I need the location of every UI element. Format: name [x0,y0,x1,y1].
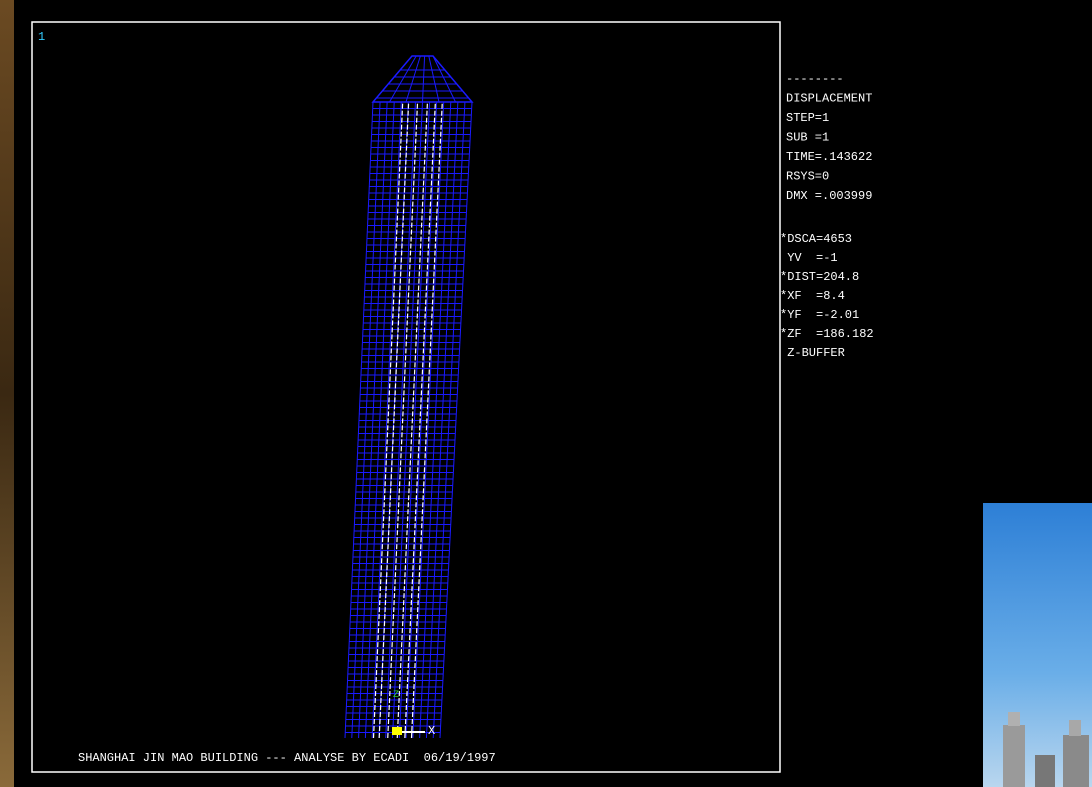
core-line [378,101,410,739]
column-line [392,101,423,739]
view-line: Z-BUFFER [780,346,845,360]
column-line [405,101,438,739]
column-line [419,101,452,739]
view-line: YV =-1 [780,251,838,265]
view-line: *DIST=204.8 [780,270,859,284]
left-photo-strip [0,0,14,787]
legend-line: DISPLACEMENT [786,92,872,106]
core-line [387,101,419,739]
core-line [410,101,443,739]
core-line [396,101,429,739]
spire-line [428,55,440,103]
column-line [371,101,402,739]
column-line [351,101,381,739]
triad-origin [392,727,402,735]
column-line [364,101,395,739]
column-line [358,101,388,739]
legend-line: STEP=1 [786,111,829,125]
legend-line: TIME=.143622 [786,150,872,164]
triad-z: Z [393,690,399,701]
legend: -------- DISPLACEMENT STEP=1 SUB =1 TIME=.14… [780,72,874,360]
spire-line [405,55,421,103]
view-line: *DSCA=4653 [780,232,852,246]
column-line [425,101,459,739]
column-line [432,101,466,739]
triad-x: X [428,724,435,738]
column-line [385,101,416,739]
core-line [404,101,436,739]
view-line: *YF =-2.01 [780,308,859,322]
column-line [412,101,445,739]
spire-line [432,55,456,103]
legend-line: -------- [786,72,844,86]
window-number: 1 [38,30,45,44]
spire-line [389,55,417,103]
caption: SHANGHAI JIN MAO BUILDING --- ANALYSE BY… [78,751,496,765]
column-line [398,101,431,739]
column-line [439,101,473,739]
column-line [344,101,374,739]
building-wireframe [344,55,474,739]
legend-line: RSYS=0 [786,170,829,184]
legend-line: DMX =.003999 [786,189,872,203]
core-line [372,101,404,739]
tower-photo [983,503,1092,787]
view-line: *ZF =186.182 [780,327,874,341]
spire-line [422,55,426,103]
legend-line: SUB =1 [786,131,829,145]
view-line: *XF =8.4 [780,289,845,303]
